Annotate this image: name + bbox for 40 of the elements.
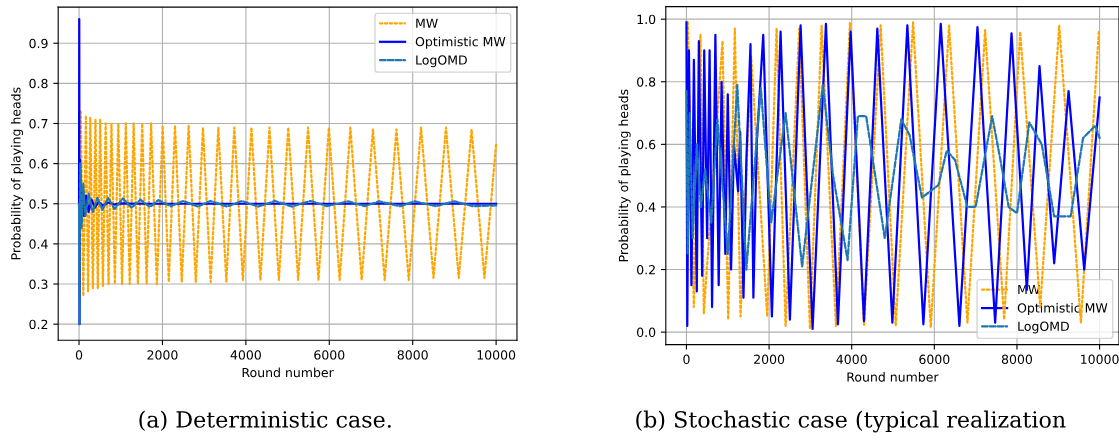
x-tick-label: 8000 bbox=[397, 350, 428, 360]
y-tick-label: 0.7 bbox=[29, 118, 48, 129]
y-tick-label: 0.6 bbox=[29, 159, 48, 169]
x-tick-label: 10000 bbox=[1081, 354, 1119, 365]
y-tick-label: 0.2 bbox=[29, 319, 48, 330]
y-tick-label: 0.0 bbox=[637, 327, 656, 338]
x-tick-label: 2000 bbox=[754, 354, 785, 365]
y-tick-label: 0.8 bbox=[637, 77, 656, 87]
legend-label: Optimistic MW bbox=[1017, 302, 1108, 316]
x-tick-label: 6000 bbox=[919, 354, 950, 365]
y-tick-label: 0.9 bbox=[29, 38, 48, 49]
text: (b) Stochastic case (typical realization bbox=[636, 410, 1066, 433]
y-tick-label: 0.4 bbox=[637, 202, 656, 212]
x-tick-label: 0 bbox=[75, 350, 83, 360]
y-tick-label: 1.0 bbox=[637, 14, 656, 25]
legend-label: LogOMD bbox=[416, 55, 467, 68]
legend-label: Optimistic MW bbox=[415, 36, 506, 49]
x-axis-title: Round number bbox=[242, 367, 334, 378]
y-tick-label: 0.4 bbox=[29, 239, 48, 249]
line-series bbox=[77, 162, 498, 326]
x-tick-label: 2000 bbox=[147, 350, 178, 360]
x-tick-label: 0 bbox=[683, 354, 690, 365]
x-tick-label: 6000 bbox=[314, 350, 345, 360]
y-tick-label: 0.3 bbox=[29, 279, 48, 289]
x-tick-label: 8000 bbox=[1001, 354, 1033, 365]
line-series bbox=[685, 83, 1101, 271]
y-tick-label: 0.6 bbox=[637, 139, 656, 150]
y-tick-label: 0.5 bbox=[29, 199, 48, 209]
x-tick-label: 4000 bbox=[836, 354, 867, 365]
legend-label: LogOMD bbox=[1018, 321, 1069, 334]
x-tick-label: 4000 bbox=[230, 350, 261, 360]
x-tick-label: 10000 bbox=[477, 350, 516, 360]
line-series bbox=[79, 110, 498, 298]
y-axis-title: Probability of playing heads bbox=[10, 87, 24, 260]
y-axis-title: Probability of playing heads bbox=[618, 89, 631, 262]
text: (a) Deterministic case. bbox=[139, 410, 391, 431]
x-axis-title: Round number bbox=[847, 372, 939, 382]
y-tick-label: 0.2 bbox=[637, 265, 655, 275]
y-tick-label: 0.8 bbox=[29, 78, 48, 89]
legend-label: MW bbox=[416, 18, 438, 28]
